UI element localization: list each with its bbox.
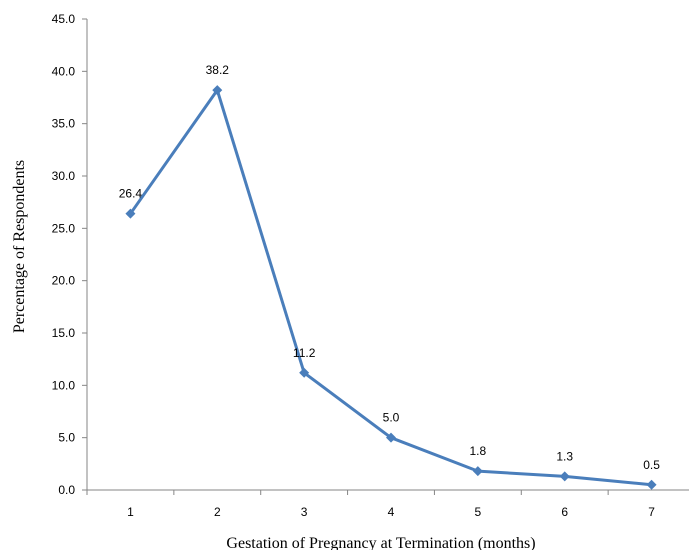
y-axis-title: Percentage of Respondents <box>11 160 28 333</box>
data-label: 0.5 <box>643 458 660 472</box>
y-axis-ticks: 0.0 5.0 10.0 15.0 20.0 25.0 30.0 35.0 40.0 45.0 <box>52 12 87 497</box>
y-tick-label: 40.0 <box>52 64 76 78</box>
y-tick-label: 35.0 <box>52 117 76 131</box>
series-line <box>129 88 652 487</box>
data-labels: 26.4 38.2 11.2 5.0 1.8 1.3 0.5 <box>119 63 660 472</box>
data-label: 1.8 <box>470 444 487 458</box>
data-label: 5.0 <box>383 411 400 425</box>
series-group <box>125 85 657 490</box>
y-tick-label: 15.0 <box>52 326 76 340</box>
data-point-marker <box>125 208 136 219</box>
data-point-marker <box>472 466 483 477</box>
y-tick-label: 0.0 <box>58 483 75 497</box>
x-tick-label: 2 <box>214 505 221 519</box>
x-axis-ticks: 1 2 3 4 5 6 7 <box>86 490 655 519</box>
y-tick-label: 10.0 <box>52 378 76 392</box>
data-label: 26.4 <box>119 187 143 201</box>
x-tick-label: 4 <box>388 505 395 519</box>
data-label: 38.2 <box>206 63 230 77</box>
data-point-marker <box>299 367 310 378</box>
x-tick-label: 5 <box>475 505 482 519</box>
data-point-marker <box>212 85 223 96</box>
y-tick-label: 30.0 <box>52 169 76 183</box>
data-point-marker <box>646 479 657 490</box>
y-tick-label: 45.0 <box>52 12 76 26</box>
x-tick-label: 1 <box>127 505 134 519</box>
y-tick-label: 5.0 <box>58 431 75 445</box>
data-label: 1.3 <box>556 449 573 463</box>
y-tick-label: 20.0 <box>52 274 76 288</box>
data-point-marker <box>386 432 396 443</box>
x-tick-label: 7 <box>648 505 655 519</box>
x-axis-title: Gestation of Pregnancy at Termination (m… <box>226 535 535 550</box>
data-point-marker <box>559 471 570 482</box>
x-tick-label: 3 <box>301 505 308 519</box>
data-label: 11.2 <box>293 346 316 360</box>
x-tick-label: 6 <box>561 505 568 519</box>
y-tick-label: 25.0 <box>52 221 76 235</box>
